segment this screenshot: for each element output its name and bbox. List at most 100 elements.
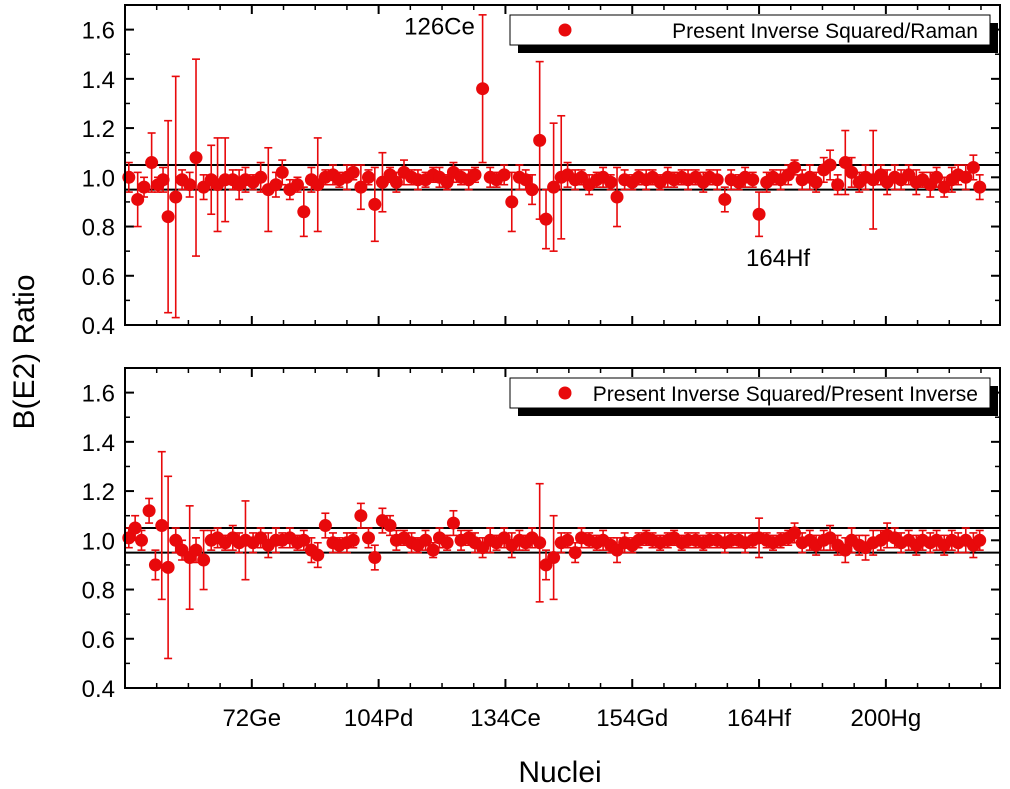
data-point	[788, 522, 802, 544]
data-marker	[161, 210, 175, 224]
data-point	[973, 174, 987, 201]
legend-label: Present Inverse Squared/Present Inverse	[593, 383, 978, 406]
data-point	[183, 505, 197, 611]
data-marker	[966, 160, 980, 174]
data-marker	[440, 175, 454, 189]
data-point	[142, 497, 156, 524]
x-tick-label: 104Pd	[344, 705, 413, 732]
data-point	[137, 176, 151, 198]
data-marker	[561, 533, 575, 547]
data-marker	[710, 173, 724, 187]
plot-frame	[124, 367, 1001, 689]
data-marker	[361, 170, 375, 184]
data-point	[269, 171, 283, 198]
data-marker	[389, 175, 403, 189]
y-tick-label: 1.6	[82, 18, 115, 45]
data-marker	[148, 558, 162, 572]
data-marker	[189, 151, 203, 165]
data-point	[361, 169, 375, 186]
legend-marker	[558, 23, 572, 37]
data-point	[752, 191, 766, 238]
data-marker	[137, 180, 151, 194]
data-point	[383, 514, 397, 537]
data-marker	[973, 533, 987, 547]
data-point	[831, 174, 845, 196]
data-point	[838, 129, 852, 196]
plot-frame	[124, 4, 1001, 326]
data-marker	[134, 533, 148, 547]
data-point	[148, 549, 162, 581]
data-point	[710, 169, 724, 191]
data-marker	[547, 180, 561, 194]
data-point	[505, 171, 519, 233]
data-marker	[318, 519, 332, 533]
data-marker	[155, 519, 169, 533]
data-marker	[161, 560, 175, 574]
data-point	[845, 156, 859, 188]
data-marker	[297, 533, 311, 547]
data-point	[604, 174, 618, 191]
data-point	[161, 475, 175, 660]
data-point	[476, 14, 490, 164]
data-point	[959, 164, 973, 191]
data-point	[156, 166, 170, 193]
data-marker	[419, 533, 433, 547]
data-marker	[547, 551, 561, 565]
legend-box	[509, 14, 991, 46]
data-point	[718, 186, 732, 213]
data-marker	[838, 156, 852, 170]
data-point	[446, 509, 460, 537]
data-point	[610, 166, 624, 228]
data-marker	[142, 504, 156, 518]
data-point	[197, 529, 211, 591]
data-point	[973, 529, 987, 551]
y-axis-label: B(E2) Ratio	[8, 274, 41, 429]
y-tick-label: 0.8	[82, 215, 115, 242]
data-marker	[197, 553, 211, 567]
data-marker	[610, 190, 624, 204]
y-tick-label: 0.6	[82, 627, 115, 654]
y-tick-label: 0.6	[82, 264, 115, 291]
y-tick-label: 1.0	[82, 528, 115, 555]
data-marker	[354, 180, 368, 194]
data-marker	[752, 207, 766, 221]
data-point	[311, 541, 325, 569]
data-point	[930, 166, 944, 188]
data-point	[169, 527, 183, 554]
data-marker	[788, 526, 802, 540]
data-marker	[189, 543, 203, 557]
y-tick-label: 0.8	[82, 578, 115, 605]
x-axis-label: Nuclei	[518, 756, 601, 789]
data-marker	[254, 170, 268, 184]
data-marker	[183, 178, 197, 192]
data-point	[746, 171, 760, 188]
data-point	[189, 537, 203, 564]
data-point	[297, 186, 311, 238]
data-point	[354, 502, 368, 529]
data-point	[497, 164, 511, 186]
data-marker	[788, 160, 802, 174]
data-point	[183, 171, 197, 198]
data-point	[134, 529, 148, 551]
annotation-label: 164Hf	[746, 245, 810, 272]
y-tick-label: 1.2	[82, 479, 115, 506]
y-tick-label: 1.2	[82, 116, 115, 143]
x-tick-label: 200Hg	[851, 705, 922, 732]
data-marker	[539, 212, 553, 226]
data-marker	[959, 170, 973, 184]
y-tick-label: 0.4	[82, 313, 115, 340]
data-point	[155, 450, 169, 601]
data-marker	[568, 546, 582, 560]
y-tick-label: 1.0	[82, 165, 115, 192]
data-point	[809, 171, 823, 193]
data-point	[525, 174, 539, 206]
data-marker	[145, 156, 159, 170]
panel-2: 0.4 0.6 0.8 1.0 1.2 1.4 1.6 72Ge 104Pd 134Ce 154Gd…	[82, 367, 1001, 732]
legend-label: Present Inverse Squared/Raman	[672, 20, 978, 43]
data-point	[823, 149, 837, 181]
data-marker	[169, 190, 183, 204]
data-marker	[823, 158, 837, 172]
data-marker	[269, 178, 283, 192]
data-point	[547, 122, 561, 252]
